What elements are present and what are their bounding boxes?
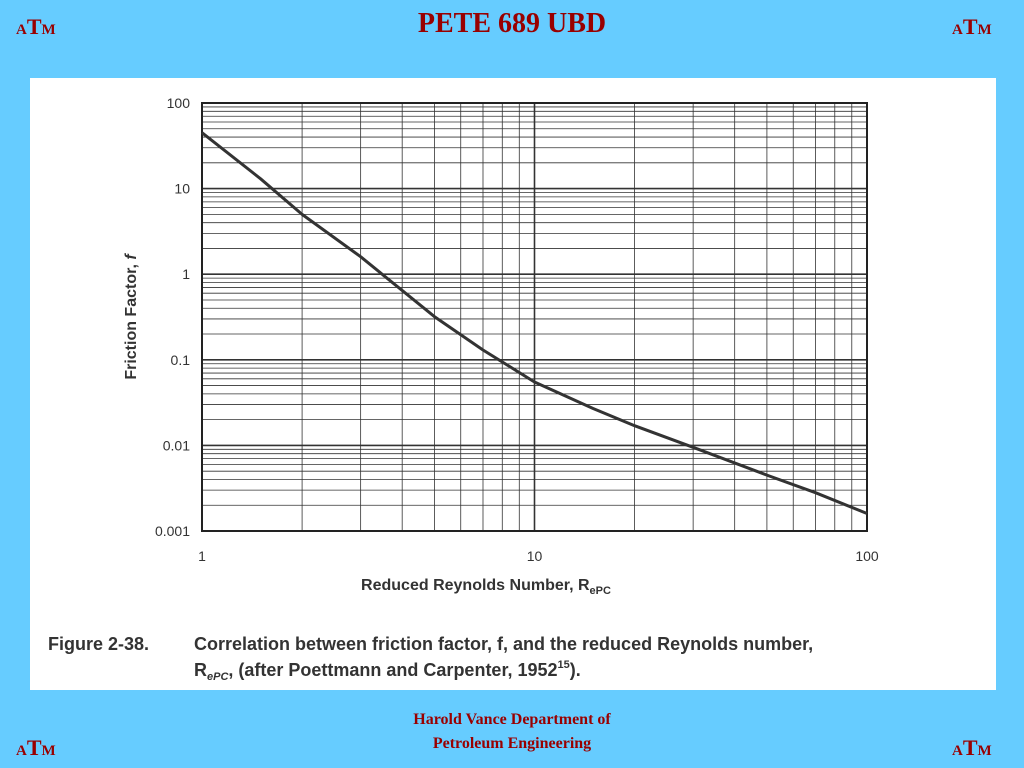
footer-department: Harold Vance Department of Petroleum Eng… bbox=[312, 708, 712, 756]
y-tick-label: 1 bbox=[182, 266, 190, 282]
atm-logo-bottom-left: ATM bbox=[16, 735, 56, 760]
figure-caption-line1: Figure 2-38. Correlation between friction… bbox=[48, 634, 813, 654]
x-tick-label: 1 bbox=[198, 548, 206, 564]
x-tick-label: 10 bbox=[527, 548, 543, 564]
chart-grid bbox=[201, 103, 867, 532]
x-tick-labels: 1 10 100 bbox=[198, 548, 879, 564]
atm-logo-bottom-right: ATM bbox=[952, 735, 992, 760]
y-tick-label: 0.01 bbox=[163, 437, 190, 453]
x-tick-label: 100 bbox=[855, 548, 879, 564]
y-tick-label: 0.1 bbox=[171, 352, 191, 368]
x-axis-label: Reduced Reynolds Number, RePC bbox=[361, 577, 611, 597]
footer-line-1: Harold Vance Department of bbox=[413, 711, 611, 728]
figure-caption-line2: RePC, (after Poettmann and Carpenter, 19… bbox=[194, 659, 581, 683]
plot-frame bbox=[201, 102, 868, 532]
y-tick-label: 10 bbox=[174, 181, 190, 197]
atm-logo-top-right: ATM bbox=[952, 14, 992, 39]
footer-line-2: Petroleum Engineering bbox=[432, 735, 592, 752]
slide-title: PETE 689 UBD bbox=[417, 8, 607, 39]
atm-logo-top-left: ATM bbox=[16, 14, 56, 39]
friction-factor-chart: 100 10 1 0.1 0.01 0.001 1 10 100 Friction Facto… bbox=[48, 95, 879, 683]
friction-factor-curve bbox=[201, 131, 868, 515]
figure-label: Figure 2-38. bbox=[48, 634, 149, 654]
y-tick-label: 100 bbox=[167, 95, 191, 111]
y-axis-label: Friction Factor, f bbox=[123, 253, 140, 380]
figure-panel: 100 10 1 0.1 0.01 0.001 1 10 100 Friction Facto… bbox=[30, 78, 996, 690]
y-tick-labels: 100 10 1 0.1 0.01 0.001 bbox=[155, 95, 190, 539]
y-tick-label: 0.001 bbox=[155, 523, 190, 539]
